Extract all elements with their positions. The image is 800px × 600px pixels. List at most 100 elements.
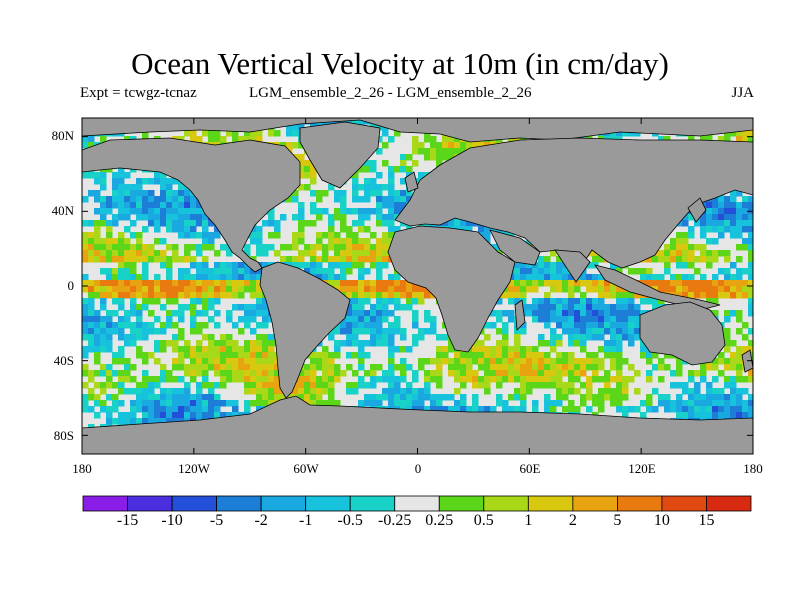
field-cell (142, 358, 149, 365)
field-cell (232, 352, 239, 359)
field-cell (730, 352, 737, 359)
field-cell (514, 364, 521, 371)
field-cell (172, 412, 179, 419)
field-cell (406, 364, 413, 371)
field-cell (580, 274, 587, 281)
field-cell (712, 256, 719, 263)
field-cell (148, 352, 155, 359)
field-cell (334, 190, 341, 197)
field-cell (94, 256, 101, 263)
field-cell (118, 202, 125, 209)
field-cell (394, 190, 401, 197)
field-cell (568, 334, 575, 341)
field-cell (208, 400, 215, 407)
field-cell (100, 382, 107, 389)
field-cell (184, 130, 191, 137)
field-cell (490, 370, 497, 377)
field-cell (376, 280, 383, 287)
field-cell (724, 250, 731, 257)
field-cell (196, 322, 203, 329)
field-cell (388, 322, 395, 329)
field-cell (268, 130, 275, 137)
field-cell (310, 256, 317, 263)
field-cell (196, 382, 203, 389)
field-cell (160, 370, 167, 377)
field-cell (118, 178, 125, 185)
field-cell (430, 394, 437, 401)
field-cell (124, 172, 131, 179)
land-britain (404, 171, 419, 193)
field-cell (718, 388, 725, 395)
field-cell (136, 388, 143, 395)
field-cell (196, 412, 203, 419)
field-cell (556, 298, 563, 305)
field-cell (214, 298, 221, 305)
field-cell (514, 346, 521, 353)
field-cell (592, 400, 599, 407)
field-cell (436, 352, 443, 359)
field-cell (532, 304, 539, 311)
field-cell (250, 136, 257, 143)
field-cell (316, 214, 323, 221)
field-cell (352, 316, 359, 323)
field-cell (160, 388, 167, 395)
field-cell (244, 352, 251, 359)
field-cell (310, 220, 317, 227)
field-cell (580, 370, 587, 377)
field-cell (514, 268, 521, 275)
field-cell (586, 310, 593, 317)
field-cell (388, 388, 395, 395)
field-cell (406, 400, 413, 407)
field-cell (148, 214, 155, 221)
field-cell (136, 346, 143, 353)
field-cell (490, 352, 497, 359)
field-cell (202, 238, 209, 245)
field-cell (214, 280, 221, 287)
field-cell (178, 376, 185, 383)
field-cell (358, 304, 365, 311)
field-cell (562, 274, 569, 281)
field-cell (586, 352, 593, 359)
field-cell (448, 340, 455, 347)
field-cell (388, 172, 395, 179)
field-cell (364, 352, 371, 359)
field-cell (712, 298, 719, 305)
field-cell (682, 256, 689, 263)
field-cell (238, 364, 245, 371)
field-cell (442, 352, 449, 359)
field-cell (112, 322, 119, 329)
field-cell (592, 298, 599, 305)
field-cell (94, 250, 101, 257)
field-cell (250, 352, 257, 359)
field-cell (526, 346, 533, 353)
field-cell (640, 268, 647, 275)
field-cell (538, 274, 545, 281)
field-cell (496, 400, 503, 407)
field-cell (646, 370, 653, 377)
field-cell (88, 388, 95, 395)
field-cell (106, 220, 113, 227)
field-cell (508, 316, 515, 323)
field-cell (706, 364, 713, 371)
field-cell (448, 148, 455, 155)
field-cell (562, 286, 569, 293)
field-cell (532, 310, 539, 317)
field-cell (262, 262, 269, 269)
field-cell (382, 142, 389, 149)
field-cell (370, 280, 377, 287)
field-cell (250, 304, 257, 311)
field-cell (592, 370, 599, 377)
field-cell (160, 208, 167, 215)
field-cell (676, 274, 683, 281)
field-cell (184, 256, 191, 263)
field-cell (364, 340, 371, 347)
field-cell (664, 244, 671, 251)
field-cell (274, 226, 281, 233)
field-cell (154, 214, 161, 221)
field-cell (718, 232, 725, 239)
field-cell (712, 286, 719, 293)
field-cell (352, 244, 359, 251)
field-cell (694, 388, 701, 395)
field-cell (532, 274, 539, 281)
field-cell (640, 412, 647, 419)
